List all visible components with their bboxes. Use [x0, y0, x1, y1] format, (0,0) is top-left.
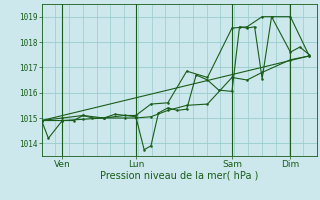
X-axis label: Pression niveau de la mer( hPa ): Pression niveau de la mer( hPa ): [100, 171, 258, 181]
